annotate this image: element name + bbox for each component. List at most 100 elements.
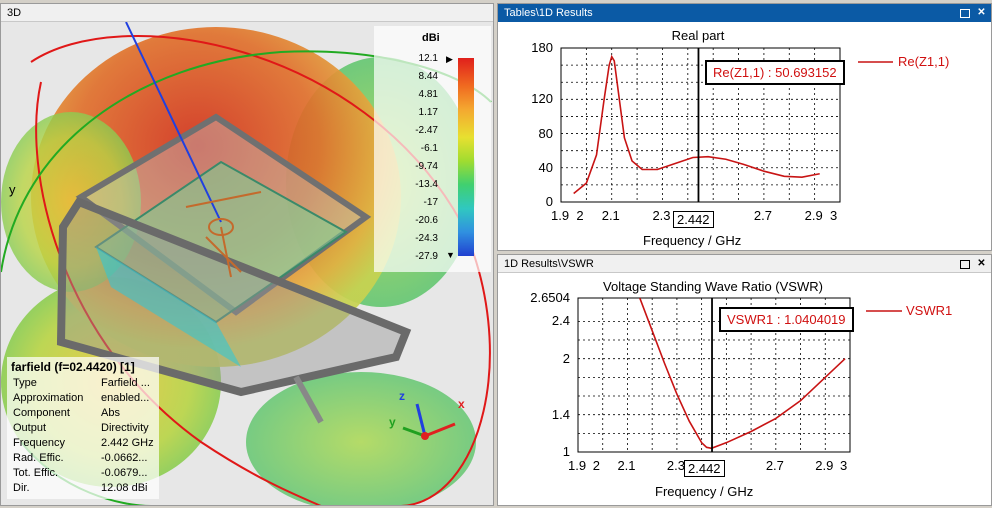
cavity-side [96,247,241,367]
real-part-marker-box[interactable]: Re(Z1,1) : 50.693152 [705,60,845,85]
y-tick-label: 180 [531,40,553,55]
axis-label-y: y [389,415,396,429]
ground-plane [56,197,412,397]
x-tick-label: 1.9 [568,458,587,473]
farfield-info-key: Dir. [13,482,30,494]
farfield-info-key: Rad. Effic. [13,452,64,464]
x-tick-label: 2 [576,208,584,223]
close-button[interactable]: ✕ [977,257,986,269]
farfield-info-value: 12.08 dBi [101,482,148,494]
colorbar-tick-label: 1.17 [418,107,438,118]
real-part-x-marker[interactable]: 2.442 [673,211,714,228]
y-tick-label: 0 [545,194,553,209]
farfield-info-row: Rad. Effic. -0.0662... [7,451,159,466]
y-tick-label: 120 [531,91,553,107]
x-tick-label: 2.3 [652,208,671,223]
farfield-info-row: Approximation enabled... [7,391,159,406]
vswr-legend: VSWR1 [906,303,953,318]
real-part-chart-title: Real part [671,28,725,43]
panel-1d-results-title: Tables\1D Results [504,7,593,19]
farfield-info-key: Type [13,377,37,389]
farfield-info-value: Abs [101,407,120,419]
farfield-info-key: Tot. Effic. [13,467,59,479]
y-tick-label: 2 [562,350,570,366]
x-tick-label: 2.9 [804,208,823,223]
farfield-pattern-graphic [1,22,492,505]
axis-label-x: x [458,397,465,411]
x-tick-label: 3 [840,458,848,473]
colorbar-bottom-arrow[interactable]: ▼ [446,250,455,260]
colorbar-tick-label: -2.47 [415,125,438,136]
panel-1d-results[interactable]: Tables\1D Results ✕ Real part Re(Z1,1) :… [497,3,992,251]
farfield-3d-view[interactable]: dBi 12.1 8.44 4.81 1.17 -2.47 -6.1 -9.74 -13.4 -… [1,22,493,505]
farfield-info-title: farfield (f=02.4420) [1] [11,360,135,374]
series-line [639,297,846,450]
real-part-chart[interactable] [498,4,992,251]
panel-3d[interactable]: 3D [0,3,494,506]
panel-vswr-title: 1D Results\VSWR [504,258,594,270]
farfield-info-value: Directivity [101,422,149,434]
y-tick-label: 2.4 [551,313,570,329]
axis-triad [402,403,456,440]
farfield-info-row: Output Directivity [7,421,159,436]
farfield-info-key: Frequency [13,437,65,449]
farfield-info-row: Tot. Effic. -0.0679... [7,466,159,481]
farfield-info-key: Component [13,407,70,419]
panel-1d-results-titlebar[interactable]: Tables\1D Results ✕ [498,4,991,22]
vswr-xlabel: Frequency / GHz [655,484,754,499]
colorbar-unit: dBi [422,32,440,44]
axis-label-y-far: y [9,182,16,197]
real-part-xlabel: Frequency / GHz [643,233,742,248]
y-tick-label: 2.6504 [530,290,570,305]
maximize-button[interactable] [960,259,970,269]
colorbar-gradient [458,58,474,256]
panel-3d-titlebar[interactable]: 3D [1,4,493,22]
colorbar-tick-label: -24.3 [415,233,438,244]
feed-axis-blue [125,22,222,223]
panel-vswr[interactable]: 1D Results\VSWR ✕ Voltage Standing Wave … [497,254,992,506]
farfield-info-key: Output [13,422,47,434]
farfield-info-value: Farfield ... [101,377,150,389]
series-line [573,54,820,195]
x-tick-label: 2 [592,458,600,473]
antenna-element [185,191,262,278]
x-tick-label: 2.9 [815,458,834,473]
x-tick-label: 1.9 [551,208,570,223]
colorbar-tick-label: -17 [423,197,438,208]
x-tick-label: 3 [830,208,838,223]
colorbar: dBi 12.1 8.44 4.81 1.17 -2.47 -6.1 -9.74 -13.4 -… [374,26,491,272]
x-tick-label: 2.7 [753,208,772,223]
close-button[interactable]: ✕ [977,6,986,18]
colorbar-tick-label: -9.74 [415,161,438,172]
farfield-info-key: Approximation [13,392,84,404]
y-tick-label: 40 [538,159,553,175]
colorbar-top-arrow[interactable]: ▶ [446,54,453,64]
x-tick-label: 2.3 [666,458,685,473]
colorbar-tick-label: 12.1 [418,53,438,64]
colorbar-tick-label: -27.9 [415,251,438,262]
x-tick-label: 2.1 [617,458,636,473]
x-tick-label: 2.7 [765,458,784,473]
real-part-legend: Re(Z1,1) [898,54,950,69]
y-tick-label: 1 [562,444,570,459]
vswr-chart-title: Voltage Standing Wave Ratio (VSWR) [603,279,823,294]
farfield-info-row: Dir. 12.08 dBi [7,481,159,496]
farfield-info-row: Component Abs [7,406,159,421]
farfield-info-value: -0.0679... [101,467,148,479]
colorbar-tick-label: -20.6 [415,215,438,226]
vswr-x-marker[interactable]: 2.442 [684,460,725,477]
maximize-button[interactable] [960,8,970,18]
vswr-marker-box[interactable]: VSWR1 : 1.0404019 [719,307,854,332]
support-rod [293,375,324,424]
farfield-info-panel: farfield (f=02.4420) [1] Type Farfield ..… [7,357,159,499]
farfield-info-value: 2.442 GHz [101,437,154,449]
colorbar-tick-label: -6.1 [420,143,438,154]
panel-3d-title: 3D [7,7,22,19]
farfield-info-value: -0.0662... [101,452,148,464]
x-tick-label: 2.1 [601,208,620,223]
panel-vswr-titlebar[interactable]: 1D Results\VSWR ✕ [498,255,991,273]
farfield-info-row: Frequency 2.442 GHz [7,436,159,451]
farfield-info-row: Type Farfield ... [7,376,159,391]
y-tick-label: 1.4 [551,406,570,422]
y-tick-label: 80 [538,125,553,141]
